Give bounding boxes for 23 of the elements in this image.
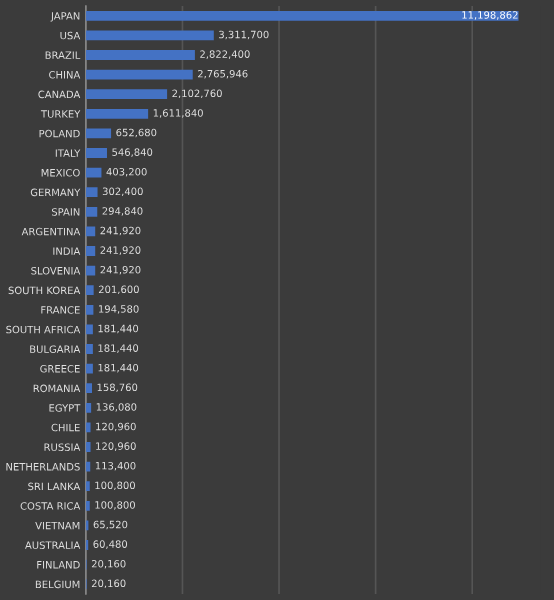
bar [85,422,91,433]
bar [85,304,94,315]
bar [85,30,214,41]
bar [85,108,149,119]
bar [85,324,93,335]
bar [85,383,92,394]
bar [85,206,98,217]
bar [85,285,94,296]
bar [85,89,168,100]
bar [85,402,92,413]
bar [85,442,91,452]
bar [85,363,93,374]
bar [85,461,91,472]
bar [85,148,107,158]
bar [85,50,195,60]
bar [85,265,96,276]
bar [85,167,102,178]
bar [85,128,112,139]
bar [85,69,193,80]
bar [85,187,98,198]
bar [85,10,519,21]
bar [85,344,93,354]
bar [85,246,96,256]
